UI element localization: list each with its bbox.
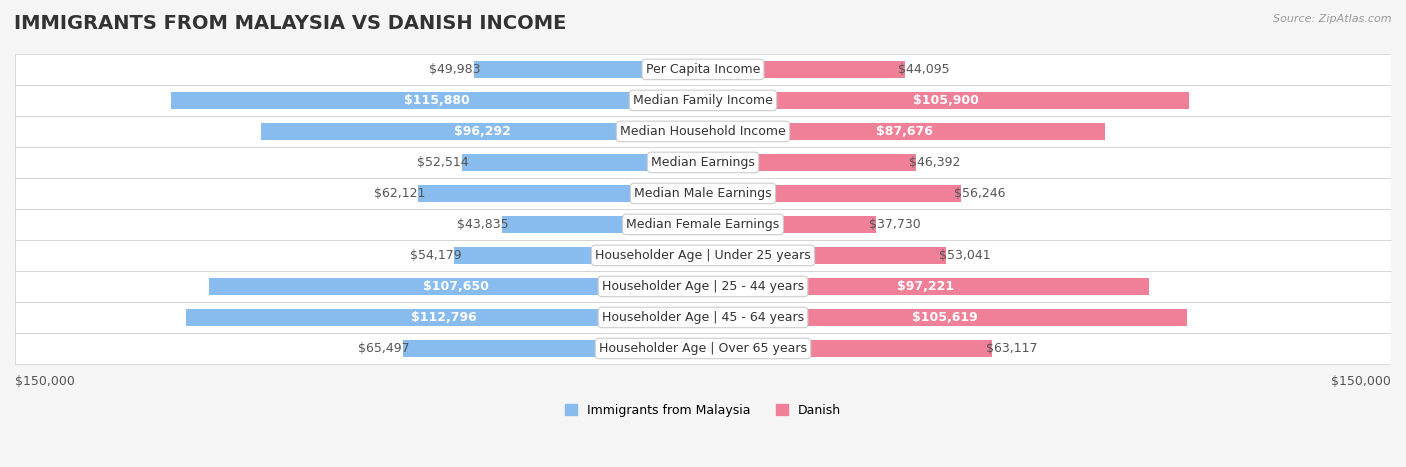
FancyBboxPatch shape <box>15 302 1391 333</box>
FancyBboxPatch shape <box>15 178 1391 209</box>
Text: $62,121: $62,121 <box>374 187 425 200</box>
Text: Median Household Income: Median Household Income <box>620 125 786 138</box>
Text: Householder Age | 25 - 44 years: Householder Age | 25 - 44 years <box>602 280 804 293</box>
Text: $115,880: $115,880 <box>405 94 470 107</box>
Text: Householder Age | 45 - 64 years: Householder Age | 45 - 64 years <box>602 311 804 324</box>
Bar <box>703 123 1105 140</box>
Bar <box>172 92 703 109</box>
Text: $63,117: $63,117 <box>986 342 1038 355</box>
Legend: Immigrants from Malaysia, Danish: Immigrants from Malaysia, Danish <box>560 399 846 422</box>
Text: Median Earnings: Median Earnings <box>651 156 755 169</box>
Text: $65,497: $65,497 <box>359 342 409 355</box>
Text: $96,292: $96,292 <box>454 125 510 138</box>
Text: $150,000: $150,000 <box>15 375 75 388</box>
Bar <box>186 309 703 326</box>
Text: Per Capita Income: Per Capita Income <box>645 63 761 76</box>
FancyBboxPatch shape <box>15 333 1391 364</box>
Text: $43,835: $43,835 <box>457 218 509 231</box>
Bar <box>703 247 946 264</box>
Text: $53,041: $53,041 <box>939 249 991 262</box>
Bar <box>402 340 703 357</box>
Bar <box>463 154 703 171</box>
Text: $49,983: $49,983 <box>429 63 481 76</box>
Text: $46,392: $46,392 <box>908 156 960 169</box>
Text: Median Female Earnings: Median Female Earnings <box>627 218 779 231</box>
Bar <box>703 216 876 233</box>
FancyBboxPatch shape <box>15 85 1391 116</box>
Bar <box>703 185 960 202</box>
Bar <box>262 123 703 140</box>
FancyBboxPatch shape <box>15 271 1391 302</box>
Bar <box>474 61 703 78</box>
Text: $54,179: $54,179 <box>409 249 461 262</box>
Text: $97,221: $97,221 <box>897 280 955 293</box>
Bar <box>502 216 703 233</box>
FancyBboxPatch shape <box>15 116 1391 147</box>
Bar <box>703 61 905 78</box>
Text: $44,095: $44,095 <box>898 63 950 76</box>
Bar <box>703 92 1188 109</box>
Bar <box>703 340 993 357</box>
Text: $105,900: $105,900 <box>912 94 979 107</box>
Text: $105,619: $105,619 <box>912 311 979 324</box>
Text: $107,650: $107,650 <box>423 280 489 293</box>
Bar <box>703 309 1188 326</box>
Text: Householder Age | Over 65 years: Householder Age | Over 65 years <box>599 342 807 355</box>
Bar <box>454 247 703 264</box>
Text: $52,514: $52,514 <box>418 156 470 169</box>
FancyBboxPatch shape <box>15 54 1391 85</box>
Text: IMMIGRANTS FROM MALAYSIA VS DANISH INCOME: IMMIGRANTS FROM MALAYSIA VS DANISH INCOM… <box>14 14 567 33</box>
Bar <box>209 278 703 295</box>
Text: $150,000: $150,000 <box>1331 375 1391 388</box>
Bar <box>418 185 703 202</box>
Bar <box>703 154 915 171</box>
Text: $87,676: $87,676 <box>876 125 932 138</box>
Bar <box>703 278 1149 295</box>
FancyBboxPatch shape <box>15 209 1391 240</box>
FancyBboxPatch shape <box>15 147 1391 178</box>
Text: $37,730: $37,730 <box>869 218 921 231</box>
Text: Householder Age | Under 25 years: Householder Age | Under 25 years <box>595 249 811 262</box>
Text: Median Male Earnings: Median Male Earnings <box>634 187 772 200</box>
Text: Source: ZipAtlas.com: Source: ZipAtlas.com <box>1274 14 1392 24</box>
Text: $112,796: $112,796 <box>412 311 477 324</box>
Text: Median Family Income: Median Family Income <box>633 94 773 107</box>
FancyBboxPatch shape <box>15 240 1391 271</box>
Text: $56,246: $56,246 <box>955 187 1005 200</box>
